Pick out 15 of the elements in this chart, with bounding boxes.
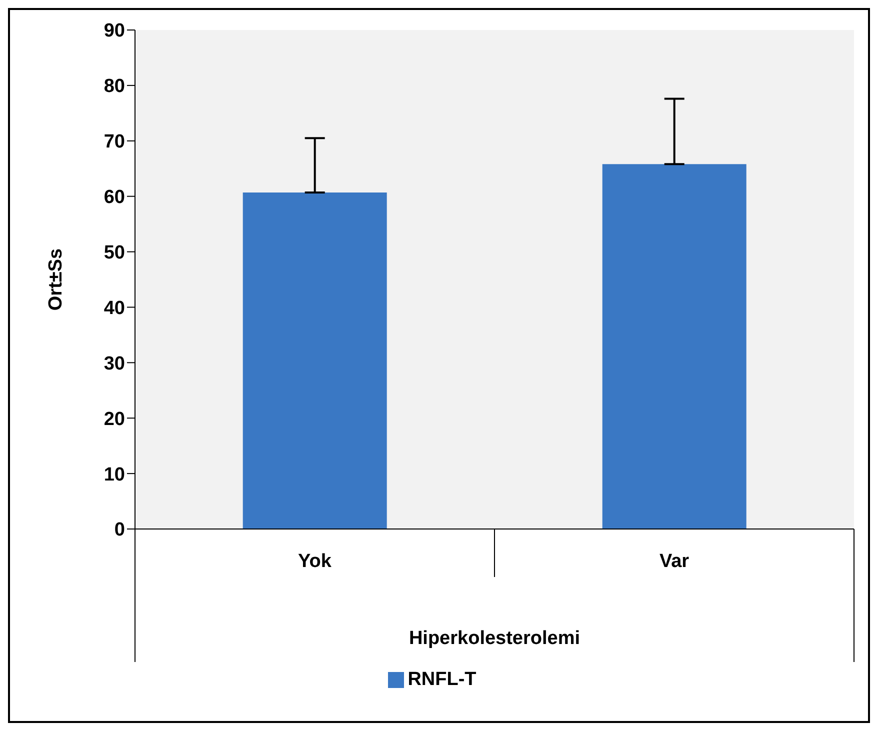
y-tick-label: 80 — [104, 76, 125, 98]
y-tick-label: 60 — [104, 187, 125, 208]
y-tick-label: 50 — [104, 242, 125, 264]
legend-label: RNFL-T — [408, 669, 476, 690]
y-tick-label: 40 — [104, 298, 125, 319]
x-axis-title: Hiperkolesterolemi — [408, 628, 580, 649]
y-tick-label: 20 — [104, 408, 125, 430]
y-tick-label: 0 — [114, 520, 125, 541]
y-tick-label: 10 — [104, 464, 125, 486]
y-tick-label: 30 — [104, 353, 125, 374]
x-tick-label: Var — [659, 551, 690, 572]
y-tick-label: 70 — [104, 132, 125, 153]
y-tick-label: 90 — [104, 20, 125, 42]
y-axis-title: Ort±Ss — [46, 248, 67, 311]
x-tick-label: Yok — [298, 551, 332, 572]
